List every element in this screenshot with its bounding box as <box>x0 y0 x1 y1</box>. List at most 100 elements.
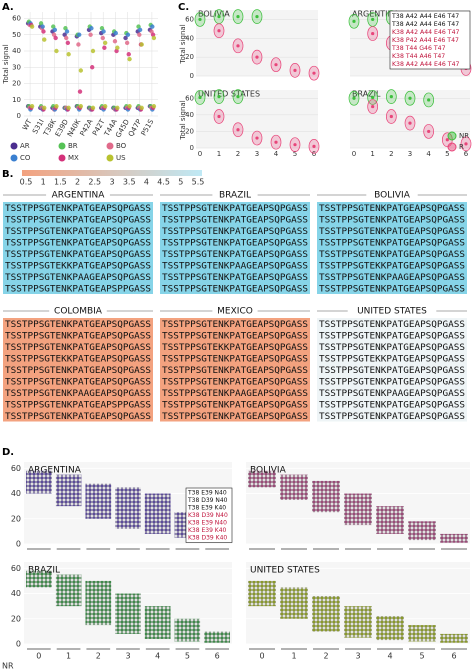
median-point <box>371 104 375 109</box>
data-point <box>29 24 35 29</box>
plot-title: UNITED STATES <box>250 566 320 576</box>
row-bg <box>3 259 153 271</box>
median-point <box>427 98 431 102</box>
data-point <box>90 105 96 111</box>
color-bar <box>22 170 202 176</box>
annotation-box <box>389 10 471 70</box>
median-point <box>408 96 412 100</box>
y-tick-label: 60 <box>11 464 21 473</box>
group-label: 2 <box>323 652 328 661</box>
x-tick-label: 6 <box>464 150 469 158</box>
title-bg <box>366 190 418 200</box>
annotation: T38 D39 N40 <box>187 497 228 504</box>
sequence: TSSTPPSGTENKPATGEAPSQPGASS <box>5 204 151 214</box>
point-cloud <box>26 570 52 588</box>
x-tick-label: 0 <box>352 150 356 158</box>
annotation-box <box>185 487 233 543</box>
plot-area <box>196 10 318 76</box>
data-point <box>77 89 83 94</box>
point-cloud <box>85 483 112 519</box>
y-tick-label: 0 <box>190 144 194 152</box>
median-point <box>198 95 202 100</box>
sequence: TSSTPPSGTEKKPATGEAPSQPGASS <box>162 343 308 353</box>
row-bg <box>160 341 310 353</box>
sequence: TSSTPPSGTENKPATGEAPSQPGASS <box>162 320 308 330</box>
point-cloud <box>376 616 404 641</box>
row-bg <box>160 398 310 410</box>
data-point <box>115 105 120 111</box>
x-tick-label: 3 <box>255 150 259 158</box>
sequence: TSSTPPSGTENKPATGEAPSQPGASS <box>162 227 308 237</box>
group-label: 6 <box>215 652 220 661</box>
data-point <box>113 30 118 36</box>
median-point <box>217 29 221 33</box>
row-bg <box>3 387 153 399</box>
median-point <box>371 17 375 22</box>
point-cloud <box>144 606 171 639</box>
block-title: MEXICO <box>217 307 253 317</box>
row-bg <box>160 248 310 260</box>
data-point <box>76 42 81 47</box>
median-point <box>274 140 278 144</box>
y-tick-label: 20 <box>12 80 21 88</box>
x-tick-label: P51S <box>140 118 156 138</box>
median-point <box>274 63 278 67</box>
y-tick-label: 60 <box>11 564 21 573</box>
legend-swatch <box>58 154 66 162</box>
data-point <box>64 35 69 41</box>
sequence: TSSTPPSGTENKPATGEAPSQPGASS <box>5 215 151 225</box>
sequence: TSSTPPSGTEKKPATGEAPSQPGASS <box>5 261 151 271</box>
data-point <box>136 24 141 29</box>
title-bg <box>212 306 258 316</box>
scale-label: 1 <box>41 178 46 187</box>
y-tick-label: 20 <box>185 127 194 135</box>
x-tick-label: 1 <box>217 150 221 158</box>
row-bg <box>317 375 467 387</box>
data-point <box>127 56 132 62</box>
annotation: K38 P42 A44 E46 T47 <box>392 37 459 44</box>
group-label: 6 <box>451 652 456 661</box>
sequence: TSSTPPSGTENKPAAGEAPSQPGASS <box>162 261 308 271</box>
y-axis-label: Total signal <box>2 44 10 84</box>
sequence: TSSTPPSGTENKPATGEAPSQPGASS <box>162 366 308 376</box>
group-label: 1 <box>291 652 296 661</box>
row-bg <box>317 236 467 248</box>
sequence: TSSTPPSGTENKPATGEAPSQPGASS <box>319 284 465 294</box>
row-bg <box>317 225 467 237</box>
point-cloud <box>248 470 276 488</box>
y-tick-label: 30 <box>12 63 21 71</box>
sequence: TSSTPPSGTENKPATGEAPSQPGASS <box>5 343 151 353</box>
row-bg <box>3 248 153 260</box>
sequence: TSSTPPSGTENKPATGEAPSQPGASS <box>319 331 465 341</box>
point-cloud <box>26 470 52 494</box>
group-label: 5 <box>419 652 424 661</box>
row-bg <box>3 318 153 330</box>
point-cloud <box>55 574 82 607</box>
y-tick-label: 40 <box>12 47 21 55</box>
group-label: 0 <box>259 652 264 661</box>
sequence: TSSTPPSGTENKPATGEAPSQPGASS <box>319 227 465 237</box>
plot-title: UNITED STATES <box>198 90 260 99</box>
x-tick-label: Q47P <box>127 118 143 138</box>
x-tick-label: 2 <box>236 150 240 158</box>
sequence: TSSTPPSGTENKPATGEAPSQPGASS <box>162 238 308 248</box>
point-cloud <box>344 493 372 526</box>
data-point <box>123 35 128 41</box>
point-cloud <box>55 474 82 507</box>
legend-swatch <box>10 154 18 162</box>
row-bg <box>317 352 467 364</box>
y-tick-label: 40 <box>185 111 194 119</box>
sequence: TSSTPPSGTEKKPATGEAPSQPGASS <box>5 354 151 364</box>
x-axis-label: NR <box>2 662 14 671</box>
row-bg <box>317 318 467 330</box>
row-bg <box>3 398 153 410</box>
row-bg <box>3 352 153 364</box>
row-bg <box>3 282 153 294</box>
data-point <box>78 68 84 73</box>
point-cloud <box>312 480 340 513</box>
y-tick-label: 10 <box>12 96 21 104</box>
data-point <box>139 42 144 47</box>
sequence: TSSTPPSGTENKPAAGEAPSQPGASS <box>162 389 308 399</box>
data-point <box>151 35 157 41</box>
